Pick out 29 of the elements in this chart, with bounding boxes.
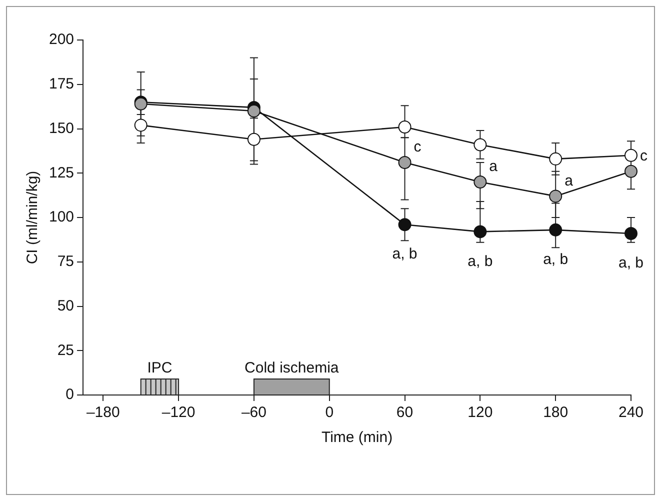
annotation: a, b [618, 254, 644, 272]
annotation: a, b [392, 246, 418, 263]
y-tick-label: 75 [57, 253, 74, 270]
x-tick-label: 240 [618, 404, 644, 422]
annotation: a [489, 158, 498, 176]
x-tick-label: –60 [241, 404, 266, 422]
y-tick-label: 175 [48, 76, 74, 93]
x-tick-label: –180 [86, 404, 120, 422]
y-tick-label: 50 [57, 297, 74, 314]
x-tick-label: –120 [162, 404, 196, 422]
x-tick-label: 0 [325, 404, 334, 422]
y-tick-label: 100 [48, 208, 74, 226]
y-tick-label: 150 [48, 120, 74, 137]
annotation: a [564, 172, 574, 190]
annotation: a, b [543, 251, 568, 268]
annotation: c [640, 147, 648, 164]
annotation: a, b [468, 252, 493, 270]
band-label: IPC [147, 360, 172, 377]
x-tick-label: 60 [396, 404, 414, 422]
band-label: Cold ischemia [244, 360, 340, 377]
x-axis-title: Time (min) [321, 429, 393, 446]
annotation: c [414, 138, 422, 156]
y-tick-label: 200 [48, 31, 74, 48]
y-tick-label: 25 [57, 342, 74, 359]
y-axis-title: CI (ml/min/kg) [24, 170, 42, 264]
x-tick-label: 180 [543, 404, 568, 422]
y-tick-label: 0 [66, 386, 74, 404]
x-tick-label: 120 [468, 404, 493, 422]
y-tick-label: 125 [48, 164, 74, 182]
